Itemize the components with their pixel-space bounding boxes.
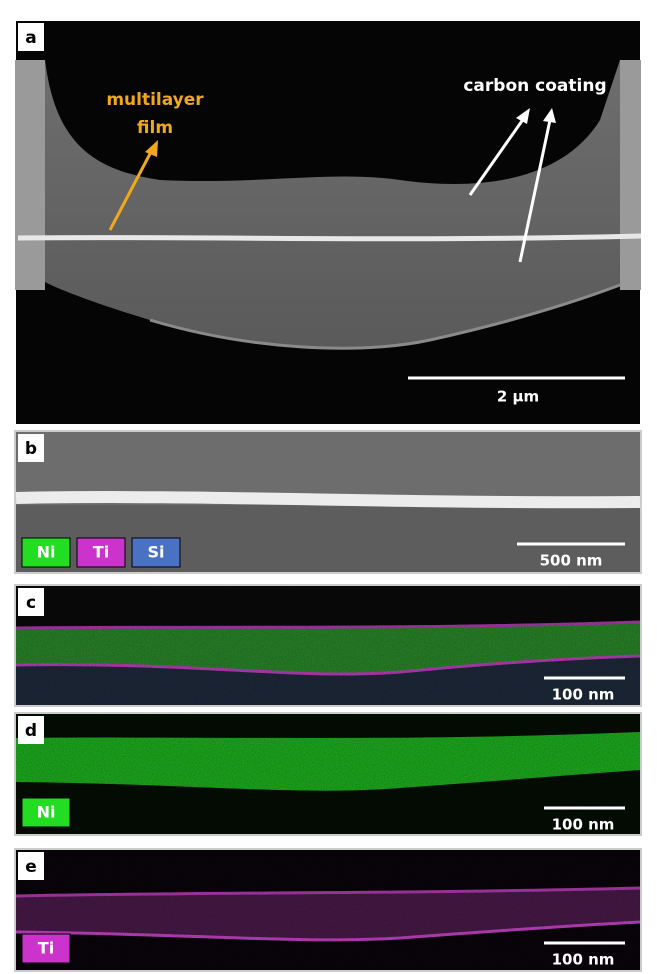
scale-bar-label: 100 nm [552, 686, 615, 704]
pillar [15, 60, 45, 290]
pillar [620, 60, 641, 290]
panel-c: 100 nm c [15, 585, 641, 706]
scale-bar-label: 100 nm [552, 951, 615, 969]
panel-label: d [25, 721, 37, 741]
noise [16, 850, 640, 970]
scale-bar-label: 2 µm [497, 388, 539, 406]
scale-bar-label: 100 nm [552, 816, 615, 834]
panel-label: a [25, 28, 36, 48]
annotation: film [137, 118, 173, 138]
panel-label: c [26, 593, 36, 613]
element-label: Ni [37, 803, 56, 822]
multilayer-line [16, 497, 640, 502]
legend-label: Ti [93, 543, 109, 562]
noise [16, 586, 640, 705]
panel-e: Ti 100 nm e [15, 849, 641, 971]
legend-label: Si [147, 543, 164, 562]
legend-label: Ni [37, 543, 56, 562]
multilayer-line [18, 236, 641, 239]
panel-d: Ni 100 nm d [15, 713, 641, 835]
annotation: multilayer [106, 90, 204, 110]
panel-label: e [25, 857, 37, 877]
figure: multilayer film carbon coating 2 µm a Ni… [0, 0, 657, 974]
panel-a: multilayer film carbon coating 2 µm a [15, 20, 641, 425]
panel-b: Ni Ti Si 500 nm b [15, 431, 641, 573]
panel-label: b [25, 439, 37, 459]
annotation: carbon coating [463, 76, 606, 96]
element-label: Ti [38, 939, 54, 958]
noise [16, 714, 640, 834]
scale-bar-label: 500 nm [540, 552, 603, 570]
